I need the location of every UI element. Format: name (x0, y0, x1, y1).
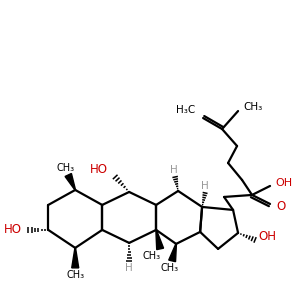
Polygon shape (169, 244, 176, 262)
Text: O: O (276, 200, 285, 213)
Text: CH₃: CH₃ (142, 251, 160, 261)
Text: H: H (170, 165, 178, 175)
Text: OH: OH (275, 178, 292, 188)
Text: CH₃: CH₃ (56, 163, 74, 173)
Text: HO: HO (4, 224, 22, 236)
Text: H: H (201, 181, 209, 191)
Text: OH: OH (258, 230, 276, 243)
Polygon shape (72, 248, 79, 268)
Text: CH₃: CH₃ (160, 263, 178, 273)
Text: H: H (125, 263, 133, 273)
Polygon shape (156, 230, 164, 250)
Polygon shape (65, 173, 76, 190)
Text: H₃C: H₃C (176, 105, 195, 115)
Text: HO: HO (90, 164, 108, 176)
Text: CH₃: CH₃ (66, 270, 84, 280)
Text: CH₃: CH₃ (243, 102, 262, 112)
